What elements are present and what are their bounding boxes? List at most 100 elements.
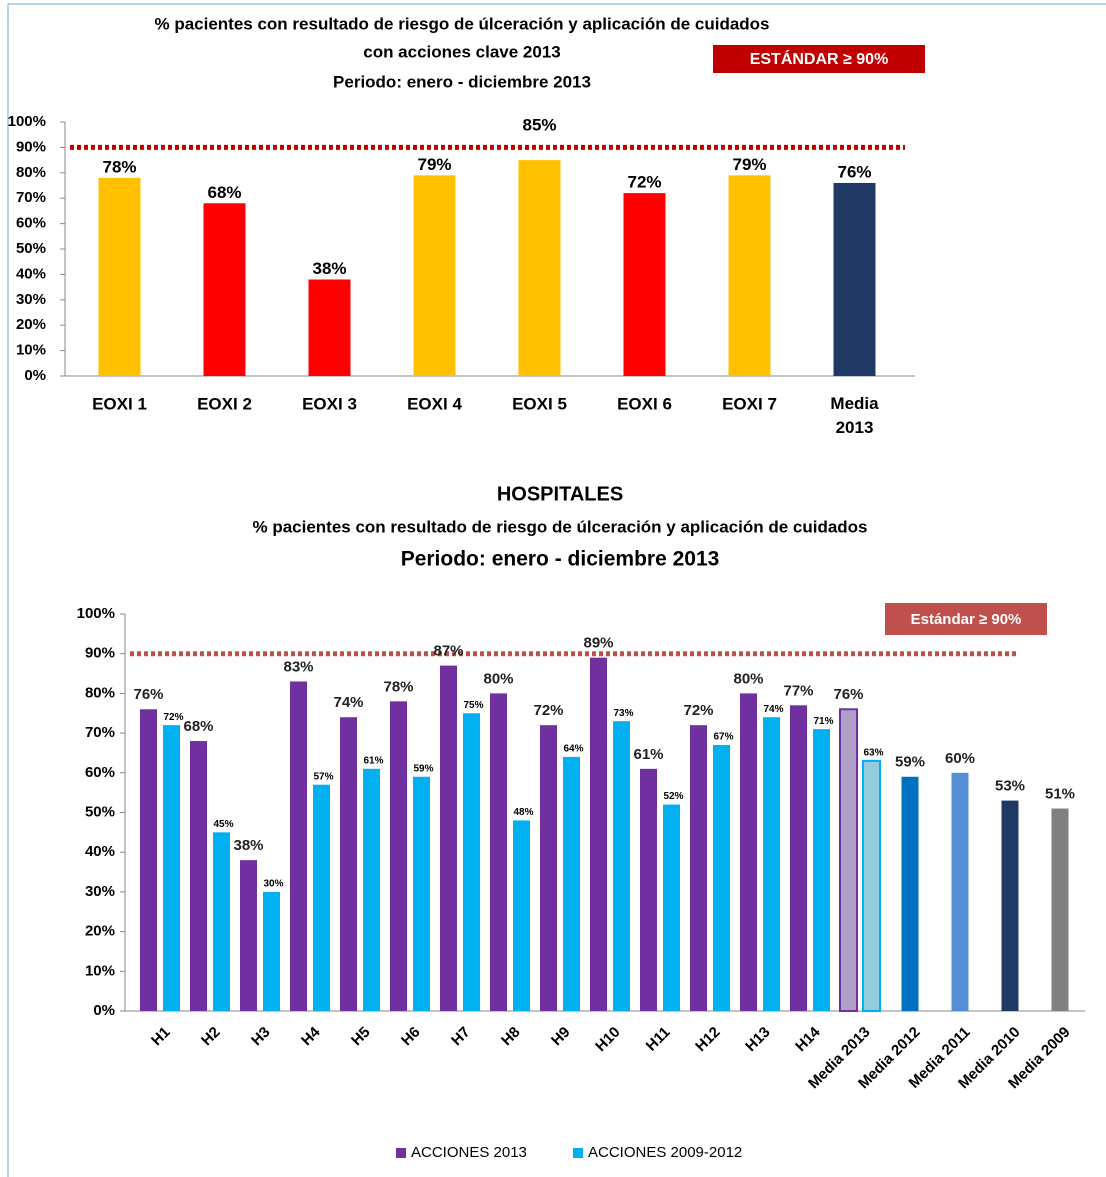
chart-title: HOSPITALES: [497, 483, 623, 505]
x-tick-label: H9: [548, 1024, 574, 1050]
bar: [203, 203, 246, 376]
bar: [563, 756, 580, 1011]
value-label: 75%: [463, 700, 483, 711]
bar: [213, 832, 230, 1011]
y-tick-label: 100%: [77, 605, 115, 622]
bar: [440, 665, 457, 1011]
bar: [463, 713, 480, 1011]
value-label: 68%: [183, 718, 213, 735]
x-tick-label: EOXI 4: [407, 394, 462, 413]
value-label: 78%: [383, 678, 413, 695]
y-tick-label: 70%: [16, 189, 46, 206]
x-tick-label: EOXI 7: [722, 394, 777, 413]
value-label: 63%: [863, 748, 883, 759]
x-tick-label: H6: [398, 1024, 424, 1050]
bar: [313, 784, 330, 1011]
value-label: 80%: [733, 670, 763, 687]
y-tick-label: 20%: [16, 316, 46, 333]
bar: [290, 681, 307, 1011]
value-label: 60%: [945, 750, 975, 767]
x-tick-label: EOXI 6: [617, 394, 672, 413]
chart-title: Periodo: enero - diciembre 2013: [401, 548, 720, 571]
y-tick-label: 10%: [16, 342, 46, 359]
bar: [623, 193, 666, 376]
y-tick-label: 10%: [85, 962, 115, 979]
bar: [613, 721, 630, 1011]
bar: [839, 708, 858, 1013]
value-label: 72%: [627, 173, 661, 192]
x-tick-label: H14: [792, 1023, 824, 1055]
y-tick-label: 40%: [16, 265, 46, 282]
value-label: 79%: [417, 155, 451, 174]
x-tick-label: H10: [592, 1024, 623, 1055]
chart-title: % pacientes con resultado de riesgo de ú…: [252, 517, 867, 536]
y-tick-label: 70%: [85, 724, 115, 741]
bar: [140, 709, 157, 1011]
bar: [413, 175, 456, 376]
legend-swatch: [573, 1148, 583, 1158]
x-tick-label: EOXI 1: [92, 394, 147, 413]
value-label: 73%: [613, 708, 633, 719]
value-label: 72%: [533, 702, 563, 719]
x-tick-label: EOXI 2: [197, 394, 252, 413]
bar: [540, 725, 557, 1011]
standard-badge: [713, 45, 925, 73]
bar: [590, 657, 607, 1011]
value-label: 38%: [312, 259, 346, 278]
value-label: 48%: [513, 807, 533, 818]
value-label: 78%: [102, 157, 136, 176]
chart-title: Periodo: enero - diciembre 2013: [333, 72, 591, 91]
bar: [1051, 808, 1069, 1011]
bar: [790, 705, 807, 1011]
value-label: 85%: [522, 116, 556, 135]
y-tick-label: 80%: [85, 684, 115, 701]
value-label: 45%: [213, 819, 233, 830]
y-tick-label: 0%: [24, 367, 46, 384]
bar: [363, 768, 380, 1011]
value-label: 68%: [207, 183, 241, 202]
y-tick-label: 90%: [16, 138, 46, 155]
y-tick-label: 20%: [85, 923, 115, 940]
value-label: 76%: [833, 686, 863, 703]
bar: [862, 759, 881, 1013]
value-label: 76%: [133, 686, 163, 703]
value-label: 59%: [895, 754, 925, 771]
value-label: 53%: [995, 778, 1025, 795]
bar: [308, 279, 351, 376]
chart-title: con acciones clave 2013: [363, 42, 561, 61]
value-label: 74%: [333, 694, 363, 711]
value-label: 74%: [763, 704, 783, 715]
bar: [163, 725, 180, 1011]
bar: [340, 717, 357, 1011]
value-label: 83%: [283, 658, 313, 675]
x-tick-label: H4: [298, 1023, 324, 1049]
x-tick-label: Media 2013: [830, 394, 879, 437]
x-tick-label: H12: [692, 1024, 723, 1055]
value-label: 76%: [837, 162, 871, 181]
value-label: 72%: [683, 702, 713, 719]
bar: [518, 160, 561, 376]
bar: [98, 177, 141, 376]
y-tick-label: 30%: [16, 291, 46, 308]
bar: [833, 182, 876, 376]
y-tick-label: 80%: [16, 164, 46, 181]
value-label: 30%: [263, 879, 283, 890]
bar: [513, 820, 530, 1011]
y-tick-label: 60%: [16, 215, 46, 232]
x-tick-label: H8: [498, 1024, 524, 1050]
value-label: 71%: [813, 716, 833, 727]
standard-badge-label: Estándar ≥ 90%: [911, 611, 1022, 628]
x-tick-label: H7: [448, 1024, 474, 1050]
legend-label: ACCIONES 2013: [411, 1144, 527, 1161]
standard-badge-label: ESTÁNDAR ≥ 90%: [750, 49, 889, 68]
bar: [240, 860, 257, 1011]
bar: [390, 701, 407, 1011]
bar: [901, 776, 919, 1011]
bar: [740, 693, 757, 1011]
value-label: 79%: [732, 155, 766, 174]
bar: [951, 772, 969, 1011]
value-label: 77%: [783, 682, 813, 699]
bar: [663, 804, 680, 1011]
value-label: 80%: [483, 670, 513, 687]
